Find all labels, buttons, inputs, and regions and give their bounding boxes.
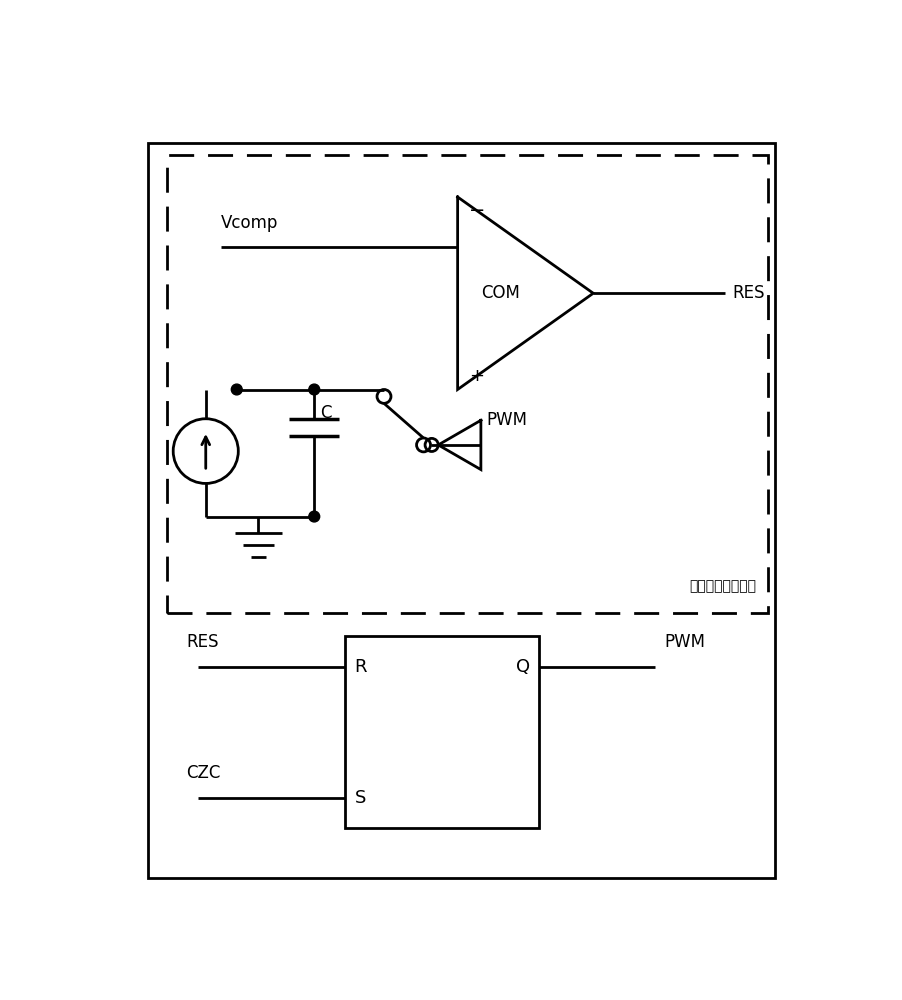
- Text: R: R: [354, 658, 367, 676]
- Text: 关断信号产生电路: 关断信号产生电路: [689, 580, 756, 594]
- Bar: [148, 143, 776, 878]
- Text: PWM: PWM: [665, 633, 705, 651]
- Text: COM: COM: [481, 284, 520, 302]
- Text: CZC: CZC: [187, 764, 221, 782]
- Circle shape: [308, 511, 319, 522]
- Text: PWM: PWM: [486, 411, 528, 429]
- Text: RES: RES: [732, 284, 765, 302]
- Bar: [345, 636, 539, 828]
- Bar: [167, 155, 768, 613]
- Text: Vcomp: Vcomp: [221, 214, 279, 232]
- Circle shape: [231, 384, 242, 395]
- Text: Q: Q: [516, 658, 529, 676]
- Text: RES: RES: [187, 633, 219, 651]
- Text: S: S: [354, 789, 366, 807]
- Text: −: −: [469, 201, 485, 220]
- Text: C: C: [320, 404, 332, 422]
- Text: +: +: [469, 367, 484, 385]
- Circle shape: [308, 384, 319, 395]
